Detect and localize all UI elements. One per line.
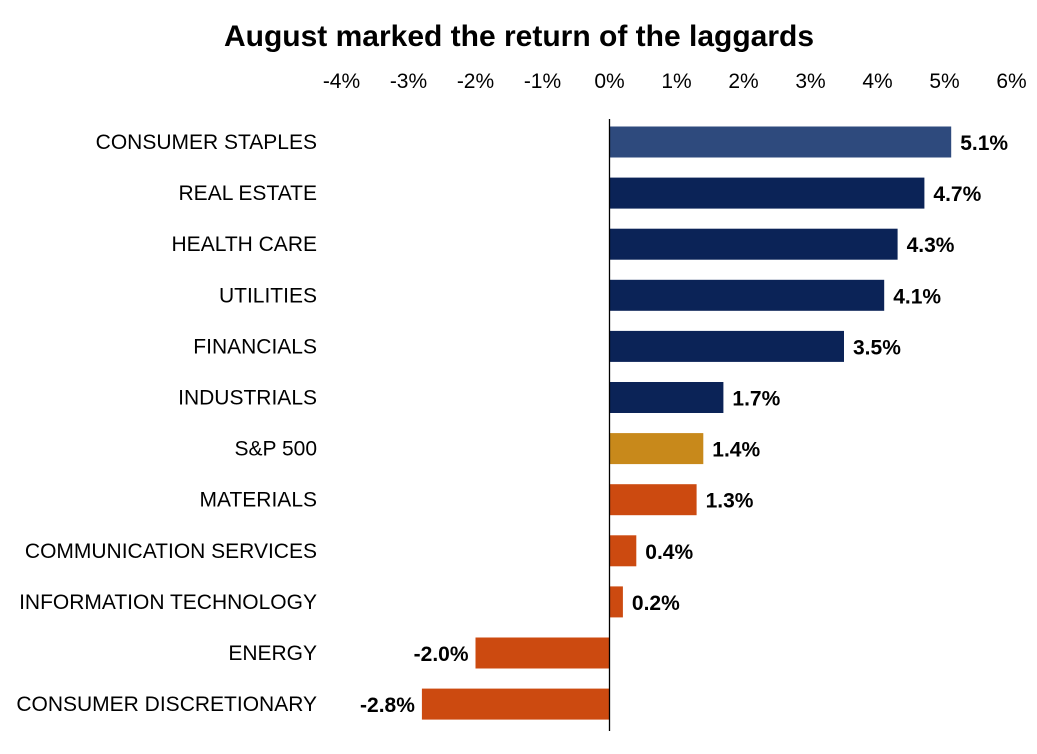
category-label: CONSUMER STAPLES	[96, 131, 317, 154]
category-labels: CONSUMER STAPLES REAL ESTATE HEALTH CARE UT…	[16, 131, 317, 716]
category-label: ENERGY	[228, 642, 317, 665]
value-label: 5.1%	[960, 132, 1008, 155]
value-label: 1.7%	[732, 388, 780, 411]
category-label: UTILITIES	[219, 284, 317, 307]
value-label: 1.4%	[712, 439, 760, 462]
value-label: 4.3%	[907, 234, 955, 257]
bar	[609, 126, 952, 158]
category-label: FINANCIALS	[193, 335, 317, 358]
x-tick-label: 1%	[661, 70, 691, 93]
x-tick-label: 5%	[929, 70, 959, 93]
x-tick-label: 6%	[996, 70, 1026, 93]
x-tick-label: 0%	[594, 70, 624, 93]
bar	[609, 433, 704, 465]
bar	[609, 279, 885, 311]
x-tick-label: -4%	[323, 70, 360, 93]
category-label: MATERIALS	[200, 489, 317, 512]
value-label: 1.3%	[706, 490, 754, 513]
category-label: S&P 500	[234, 438, 317, 461]
x-tick-label: 3%	[795, 70, 825, 93]
value-labels: 5.1% 4.7% 4.3% 4.1% 3.5% 1.7% 1.4% 1.3% 0.4% 0.2%…	[360, 132, 1008, 717]
x-axis-ticks: -4% -3% -2% -1% 0% 1% 2% 3% 4% 5% 6%	[323, 70, 1027, 93]
bar	[421, 688, 610, 720]
chart-title: August marked the return of the laggards	[224, 20, 814, 53]
value-label: -2.8%	[360, 694, 415, 717]
category-label: INDUSTRIALS	[178, 387, 317, 410]
bar	[609, 382, 724, 413]
category-label: COMMUNICATION SERVICES	[25, 540, 317, 563]
category-label: REAL ESTATE	[179, 182, 317, 205]
x-tick-label: -1%	[524, 70, 561, 93]
value-label: 3.5%	[853, 336, 901, 359]
category-label: INFORMATION TECHNOLOGY	[19, 591, 317, 614]
value-label: 4.1%	[893, 285, 941, 308]
bar	[609, 484, 697, 516]
x-tick-label: -3%	[390, 70, 427, 93]
bar	[475, 637, 610, 669]
category-label: CONSUMER DISCRETIONARY	[16, 693, 317, 716]
x-tick-label: 4%	[862, 70, 892, 93]
category-label: HEALTH CARE	[172, 233, 317, 256]
value-label: 4.7%	[933, 183, 981, 206]
x-tick-label: -2%	[457, 70, 494, 93]
value-label: 0.4%	[645, 541, 693, 564]
value-label: -2.0%	[414, 643, 469, 666]
bar	[609, 177, 925, 209]
bar	[609, 330, 844, 362]
bar	[609, 228, 898, 260]
bars	[421, 126, 952, 720]
value-label: 0.2%	[632, 592, 680, 615]
bar	[609, 586, 623, 618]
x-tick-label: 2%	[728, 70, 758, 93]
bar	[609, 535, 637, 567]
